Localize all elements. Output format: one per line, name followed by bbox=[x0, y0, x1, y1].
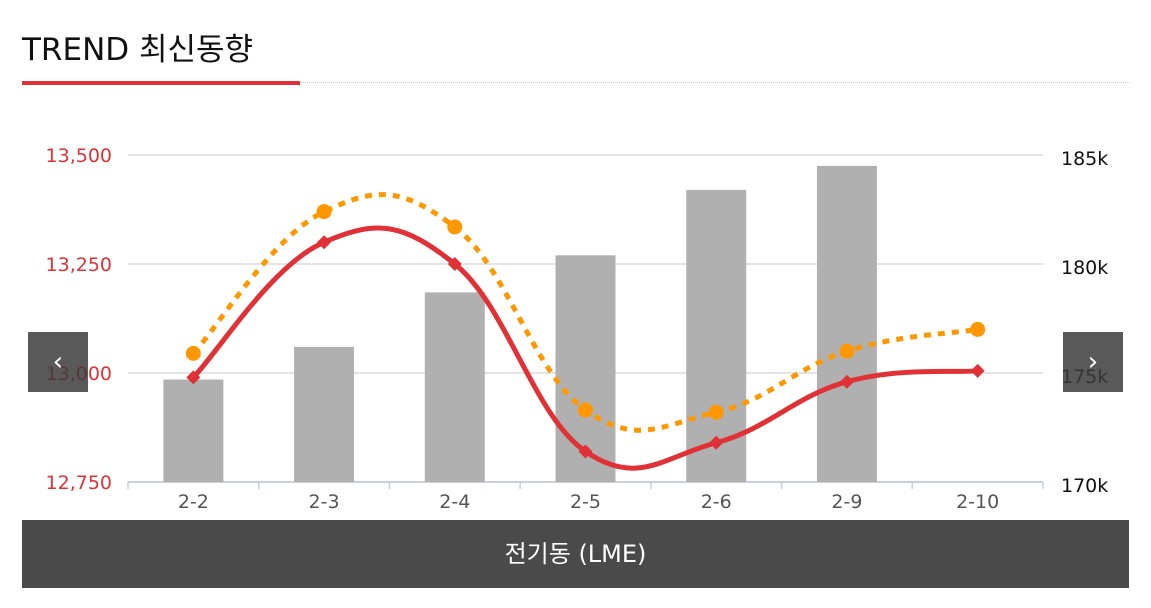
bar bbox=[555, 255, 616, 482]
point-marker-circle bbox=[708, 404, 724, 420]
point-marker-circle bbox=[839, 343, 855, 359]
y-left-tick-label: 12,750 bbox=[46, 472, 112, 494]
bar bbox=[686, 189, 747, 482]
page-title: TREND 최신동향 bbox=[22, 32, 254, 68]
point-marker-circle bbox=[578, 402, 593, 418]
bar bbox=[424, 292, 485, 482]
x-tick-label: 2-6 bbox=[701, 491, 732, 513]
point-marker-circle bbox=[970, 321, 986, 337]
title-underline bbox=[22, 81, 300, 85]
point-marker-diamond bbox=[839, 374, 854, 389]
title-divider bbox=[300, 82, 1130, 83]
point-marker-circle bbox=[447, 219, 463, 235]
bar bbox=[294, 346, 355, 482]
y-left-tick-label: 13,500 bbox=[46, 145, 112, 167]
point-marker-diamond bbox=[709, 435, 724, 450]
trend-chart: 13,50013,25013,00012,750185k180k175k170k… bbox=[46, 145, 1109, 513]
point-marker-circle bbox=[316, 204, 332, 220]
bar bbox=[816, 165, 877, 482]
y-right-tick-label: 170k bbox=[1061, 475, 1108, 497]
x-tick-label: 2-10 bbox=[956, 491, 999, 513]
x-tick-label: 2-9 bbox=[831, 491, 862, 513]
x-tick-label: 2-5 bbox=[570, 491, 601, 513]
y-right-tick-label: 180k bbox=[1061, 257, 1108, 279]
chevron-left-icon[interactable]: ‹ bbox=[28, 332, 88, 392]
x-tick-label: 2-2 bbox=[178, 491, 209, 513]
point-marker-diamond bbox=[578, 444, 593, 459]
chart-caption: 전기동 (LME) bbox=[504, 540, 647, 568]
y-right-tick-label: 185k bbox=[1061, 148, 1108, 170]
chart-caption-bar: 전기동 (LME) bbox=[22, 520, 1129, 588]
point-marker-diamond bbox=[970, 363, 985, 378]
chevron-right-icon[interactable]: › bbox=[1063, 332, 1123, 392]
point-marker-diamond bbox=[447, 257, 462, 271]
point-marker-circle bbox=[185, 345, 201, 361]
point-marker-diamond bbox=[317, 235, 332, 250]
bar bbox=[163, 379, 224, 482]
series-line-dotted bbox=[191, 192, 979, 433]
x-tick-label: 2-4 bbox=[439, 491, 470, 513]
y-left-tick-label: 13,250 bbox=[46, 254, 112, 276]
point-marker-diamond bbox=[186, 370, 201, 385]
x-tick-label: 2-3 bbox=[309, 491, 340, 513]
